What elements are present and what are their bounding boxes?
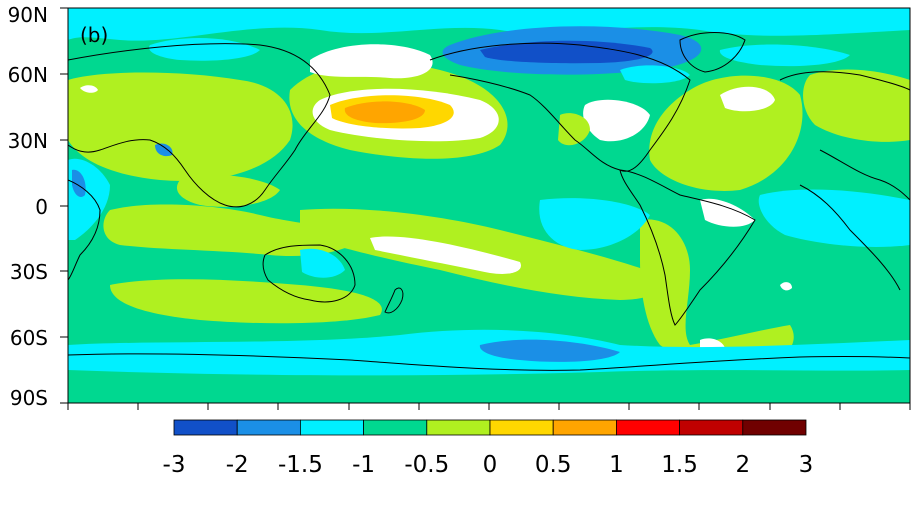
colorbar-tick-label: -3 (163, 452, 186, 478)
east-eurasia-yellowgreen (803, 69, 910, 142)
colorbar-tick-label: -1 (352, 452, 375, 478)
east-pac-cyan (539, 198, 650, 250)
india-blue (155, 143, 173, 157)
colorbar-swatch (363, 419, 428, 436)
y-label-30n: 30N (8, 129, 48, 153)
eurasia-yellowgreen (68, 72, 293, 181)
europe-cyan (719, 44, 850, 67)
na-yellowgreen (558, 113, 590, 146)
colorbar-tick-label: -1.5 (278, 452, 323, 478)
y-label-60s: 60S (10, 326, 48, 350)
colorbar-swatch (742, 419, 807, 436)
colorbar-swatch (299, 419, 364, 436)
spcz-white (370, 236, 521, 274)
aus-cyan (300, 248, 345, 278)
trop-atl-cyan (758, 189, 910, 247)
colorbar-labels: -3 -2 -1.5 -1 -0.5 0 0.5 1 1.5 2 3 (163, 452, 814, 478)
colorbar-swatch (489, 419, 554, 436)
colorbar-tick-label: 0 (483, 452, 498, 478)
npac-orange (344, 101, 425, 124)
x-ticks (67, 403, 911, 410)
colorbar-tick-label: 1 (609, 452, 624, 478)
natl-white (720, 86, 775, 112)
y-tick-labels: 90N 60N 30N 0 30S 60S 90S (8, 3, 48, 410)
antarctic-green (68, 370, 910, 403)
so-blue (479, 339, 620, 362)
colorbar-swatch (552, 419, 617, 436)
colorbar-swatch (679, 419, 744, 436)
y-label-90n: 90N (8, 3, 48, 27)
brazil-white (700, 198, 755, 227)
y-label-0: 0 (35, 195, 48, 219)
colorbar-swatch (236, 419, 301, 436)
arctic-cyan (68, 8, 910, 41)
arctic-deep-blue (480, 40, 653, 64)
s-atl-white (780, 282, 792, 291)
s-indian-yellowgreen (110, 279, 382, 324)
y-ticks (60, 7, 68, 404)
eurasia-white (80, 85, 98, 93)
colorbar-swatch (616, 419, 681, 436)
arabia-blue (72, 169, 86, 197)
colorbar-tick-label: -2 (226, 452, 249, 478)
colorbar-tick-label: 2 (735, 452, 750, 478)
colorbar-tick-label: 3 (799, 452, 814, 478)
bering-white (310, 44, 433, 79)
y-label-30s: 30S (10, 260, 48, 284)
panel-label: (b) (80, 23, 108, 47)
sa-yellowgreen (640, 219, 794, 366)
y-label-60n: 60N (8, 63, 48, 87)
canada-cyan (620, 65, 690, 84)
colorbar (173, 419, 807, 436)
colorbar-swatch (173, 419, 238, 436)
colorbar-tick-label: 0.5 (535, 452, 572, 478)
anomaly-field (68, 8, 910, 403)
coastlines (68, 32, 910, 371)
colorbar-tick-label: 1.5 (661, 452, 698, 478)
io-yellowgreen (103, 204, 360, 257)
colorbar-tick-label: -0.5 (404, 452, 449, 478)
bay-bengal-yellowgreen (176, 174, 280, 207)
y-label-90s: 90S (10, 386, 48, 410)
na-white (583, 99, 650, 142)
colorbar-swatch (426, 419, 491, 436)
